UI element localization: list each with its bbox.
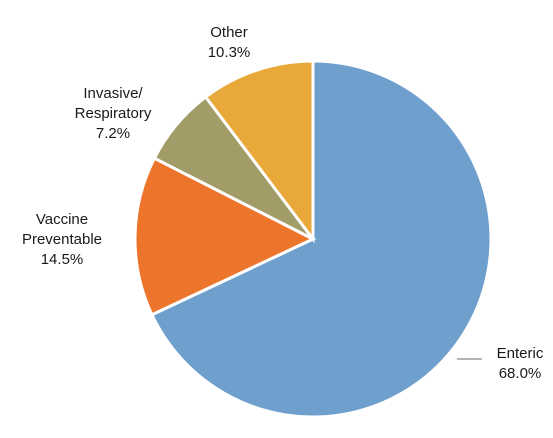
slice-label-enteric-line-2: 68.0% bbox=[499, 365, 542, 382]
slice-label-vaccine-preventable-line-1: Vaccine bbox=[36, 211, 88, 228]
slice-label-enteric-line-1: Enteric bbox=[497, 345, 544, 362]
slice-label-invasive-respiratory-line-2: Respiratory bbox=[75, 105, 152, 122]
slice-label-vaccine-preventable: Vaccine Preventable 14.5% bbox=[22, 211, 102, 268]
slice-label-invasive-respiratory: Invasive/Respiratory 7.2% bbox=[75, 85, 152, 142]
pie-slice-other bbox=[203, 59, 315, 244]
slice-label-other-line-1: Other bbox=[210, 24, 248, 41]
slice-label-invasive-respiratory-line-1: Invasive/ bbox=[83, 85, 143, 102]
slice-label-other-line-2: 10.3% bbox=[208, 44, 251, 61]
slice-label-enteric: Enteric 68.0% bbox=[497, 345, 544, 382]
slice-label-vaccine-preventable-line-3: 14.5% bbox=[41, 251, 84, 268]
slice-label-invasive-respiratory-line-3: 7.2% bbox=[96, 125, 130, 142]
pie-slice-vaccine-preventable bbox=[133, 156, 317, 317]
slice-label-other: Other 10.3% bbox=[208, 24, 251, 61]
slice-label-vaccine-preventable-line-2: Preventable bbox=[22, 231, 102, 248]
pie-slice-enteric bbox=[149, 59, 493, 419]
